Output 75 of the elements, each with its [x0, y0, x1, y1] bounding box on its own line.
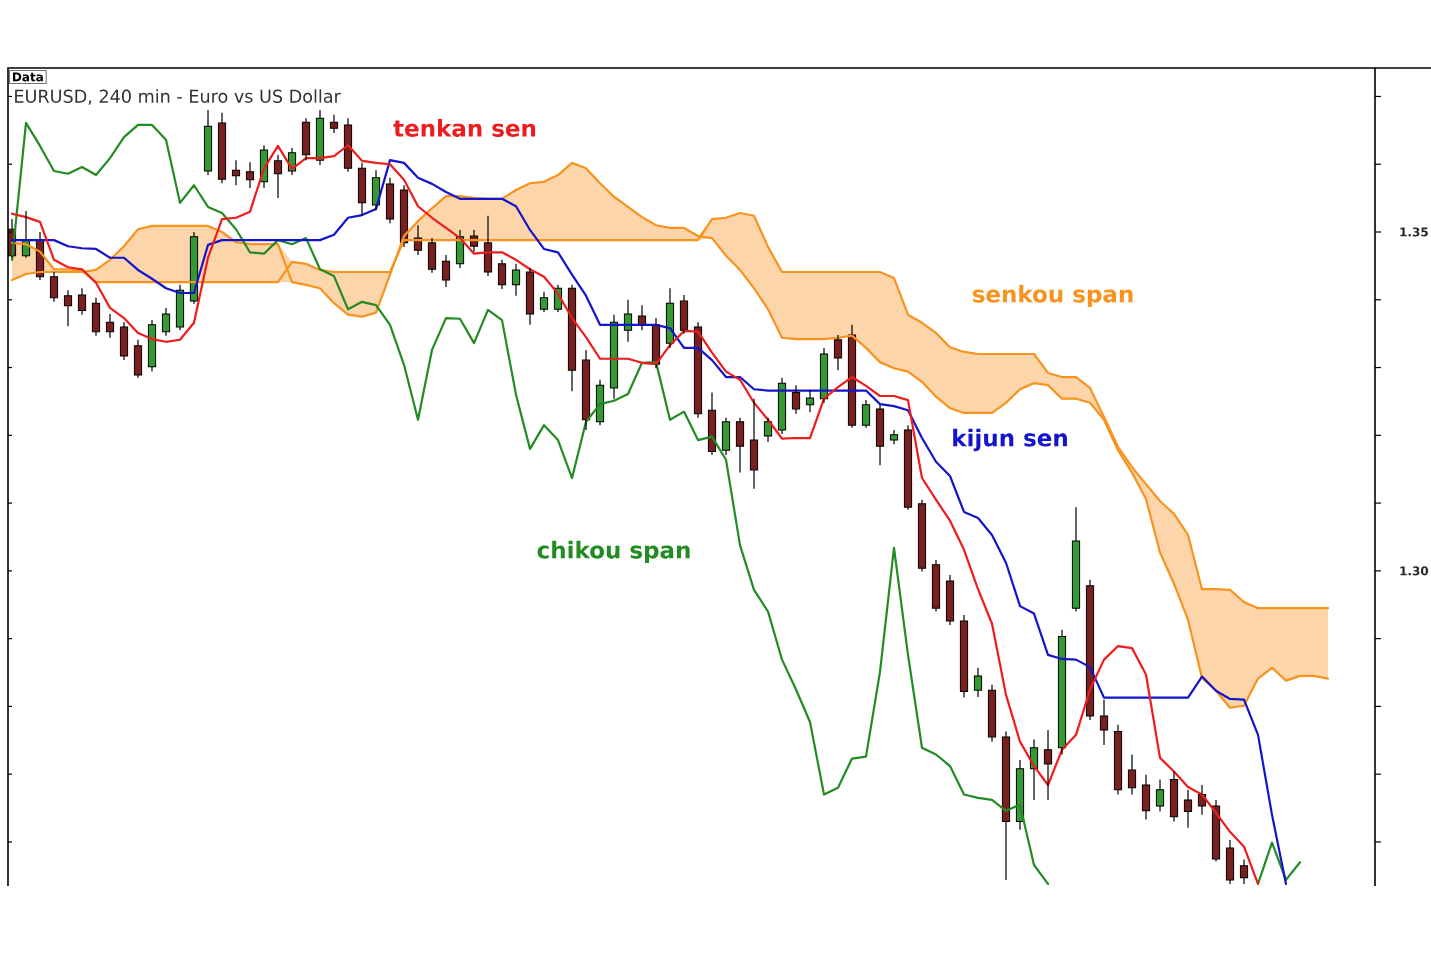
annotation: Data: [13, 72, 43, 82]
candlestick: [1113, 724, 1123, 796]
candlestick: [147, 319, 157, 373]
text: EURUSD, 240 min - Euro vs US Dollar: [15, 89, 341, 105]
candlestick: [1183, 789, 1193, 829]
candlestick: [161, 307, 171, 337]
candlestick: [861, 399, 871, 429]
candlestick: [133, 339, 143, 379]
candlestick: [931, 559, 941, 613]
candlestick: [49, 271, 59, 303]
candlestick: [581, 349, 591, 431]
candlestick: [777, 377, 787, 435]
candlestick: [539, 291, 549, 313]
candlestick: [203, 109, 213, 176]
candlestick: [1211, 799, 1221, 863]
candlestick: [1071, 506, 1081, 613]
candlestick: [679, 294, 689, 335]
candlestick: [1057, 629, 1067, 756]
candlestick: [175, 284, 185, 331]
candlestick: [231, 159, 241, 186]
candlestick: [119, 321, 129, 361]
candlestick: [357, 162, 367, 217]
candlestick: [833, 334, 843, 371]
candlestick: [791, 384, 801, 415]
y-tick-label: 1.30: [1400, 566, 1429, 576]
candlestick: [301, 117, 311, 161]
candlestick: [1043, 729, 1053, 801]
candlestick: [1099, 699, 1109, 746]
candlestick: [315, 109, 325, 166]
candlestick: [77, 287, 87, 316]
candlestick: [105, 313, 115, 339]
candlestick: [735, 417, 745, 474]
candlestick: [1001, 730, 1011, 881]
candlestick: [273, 154, 283, 199]
candlestick: [609, 314, 619, 400]
candlestick: [427, 237, 437, 274]
candlestick: [1085, 579, 1095, 721]
candlestick: [693, 321, 703, 419]
candlestick: [987, 684, 997, 743]
candlestick: [217, 112, 227, 184]
candlestick: [707, 392, 717, 456]
candlestick: [91, 297, 101, 337]
candlestick: [1127, 753, 1137, 796]
candlestick: [63, 289, 73, 327]
candlestick: [567, 284, 577, 392]
candlestick: [483, 215, 493, 277]
candlestick: [721, 417, 731, 456]
candlestick: [385, 177, 395, 224]
candlestick: [763, 417, 773, 443]
text: chikou span: [537, 540, 690, 564]
candlestick: [329, 114, 339, 134]
candlestick: [525, 267, 535, 326]
candlestick: [875, 404, 885, 466]
candlestick: [1225, 839, 1235, 885]
candlestick: [945, 574, 955, 626]
series-label: senkou span: [972, 284, 1133, 308]
candlestick: [805, 389, 815, 413]
candlestick: [973, 667, 983, 698]
candlestick: [1239, 858, 1249, 885]
candlestick: [1155, 779, 1165, 813]
candlestick: [889, 429, 899, 445]
candlestick: [441, 254, 451, 288]
candlestick: [959, 614, 969, 699]
candlestick: [245, 161, 255, 189]
series-label: kijun sen: [953, 428, 1067, 452]
candlestick: [497, 259, 507, 290]
candlestick: [749, 398, 759, 490]
series-label: tenkan sen: [393, 119, 536, 137]
y-tick-label: 1.35: [1400, 227, 1428, 237]
candlestick: [903, 424, 913, 511]
candlestick: [343, 117, 353, 173]
candlestick: [1141, 774, 1151, 821]
candlestick: [1169, 770, 1179, 823]
candlestick: [917, 499, 927, 573]
candlestick: [511, 263, 521, 297]
